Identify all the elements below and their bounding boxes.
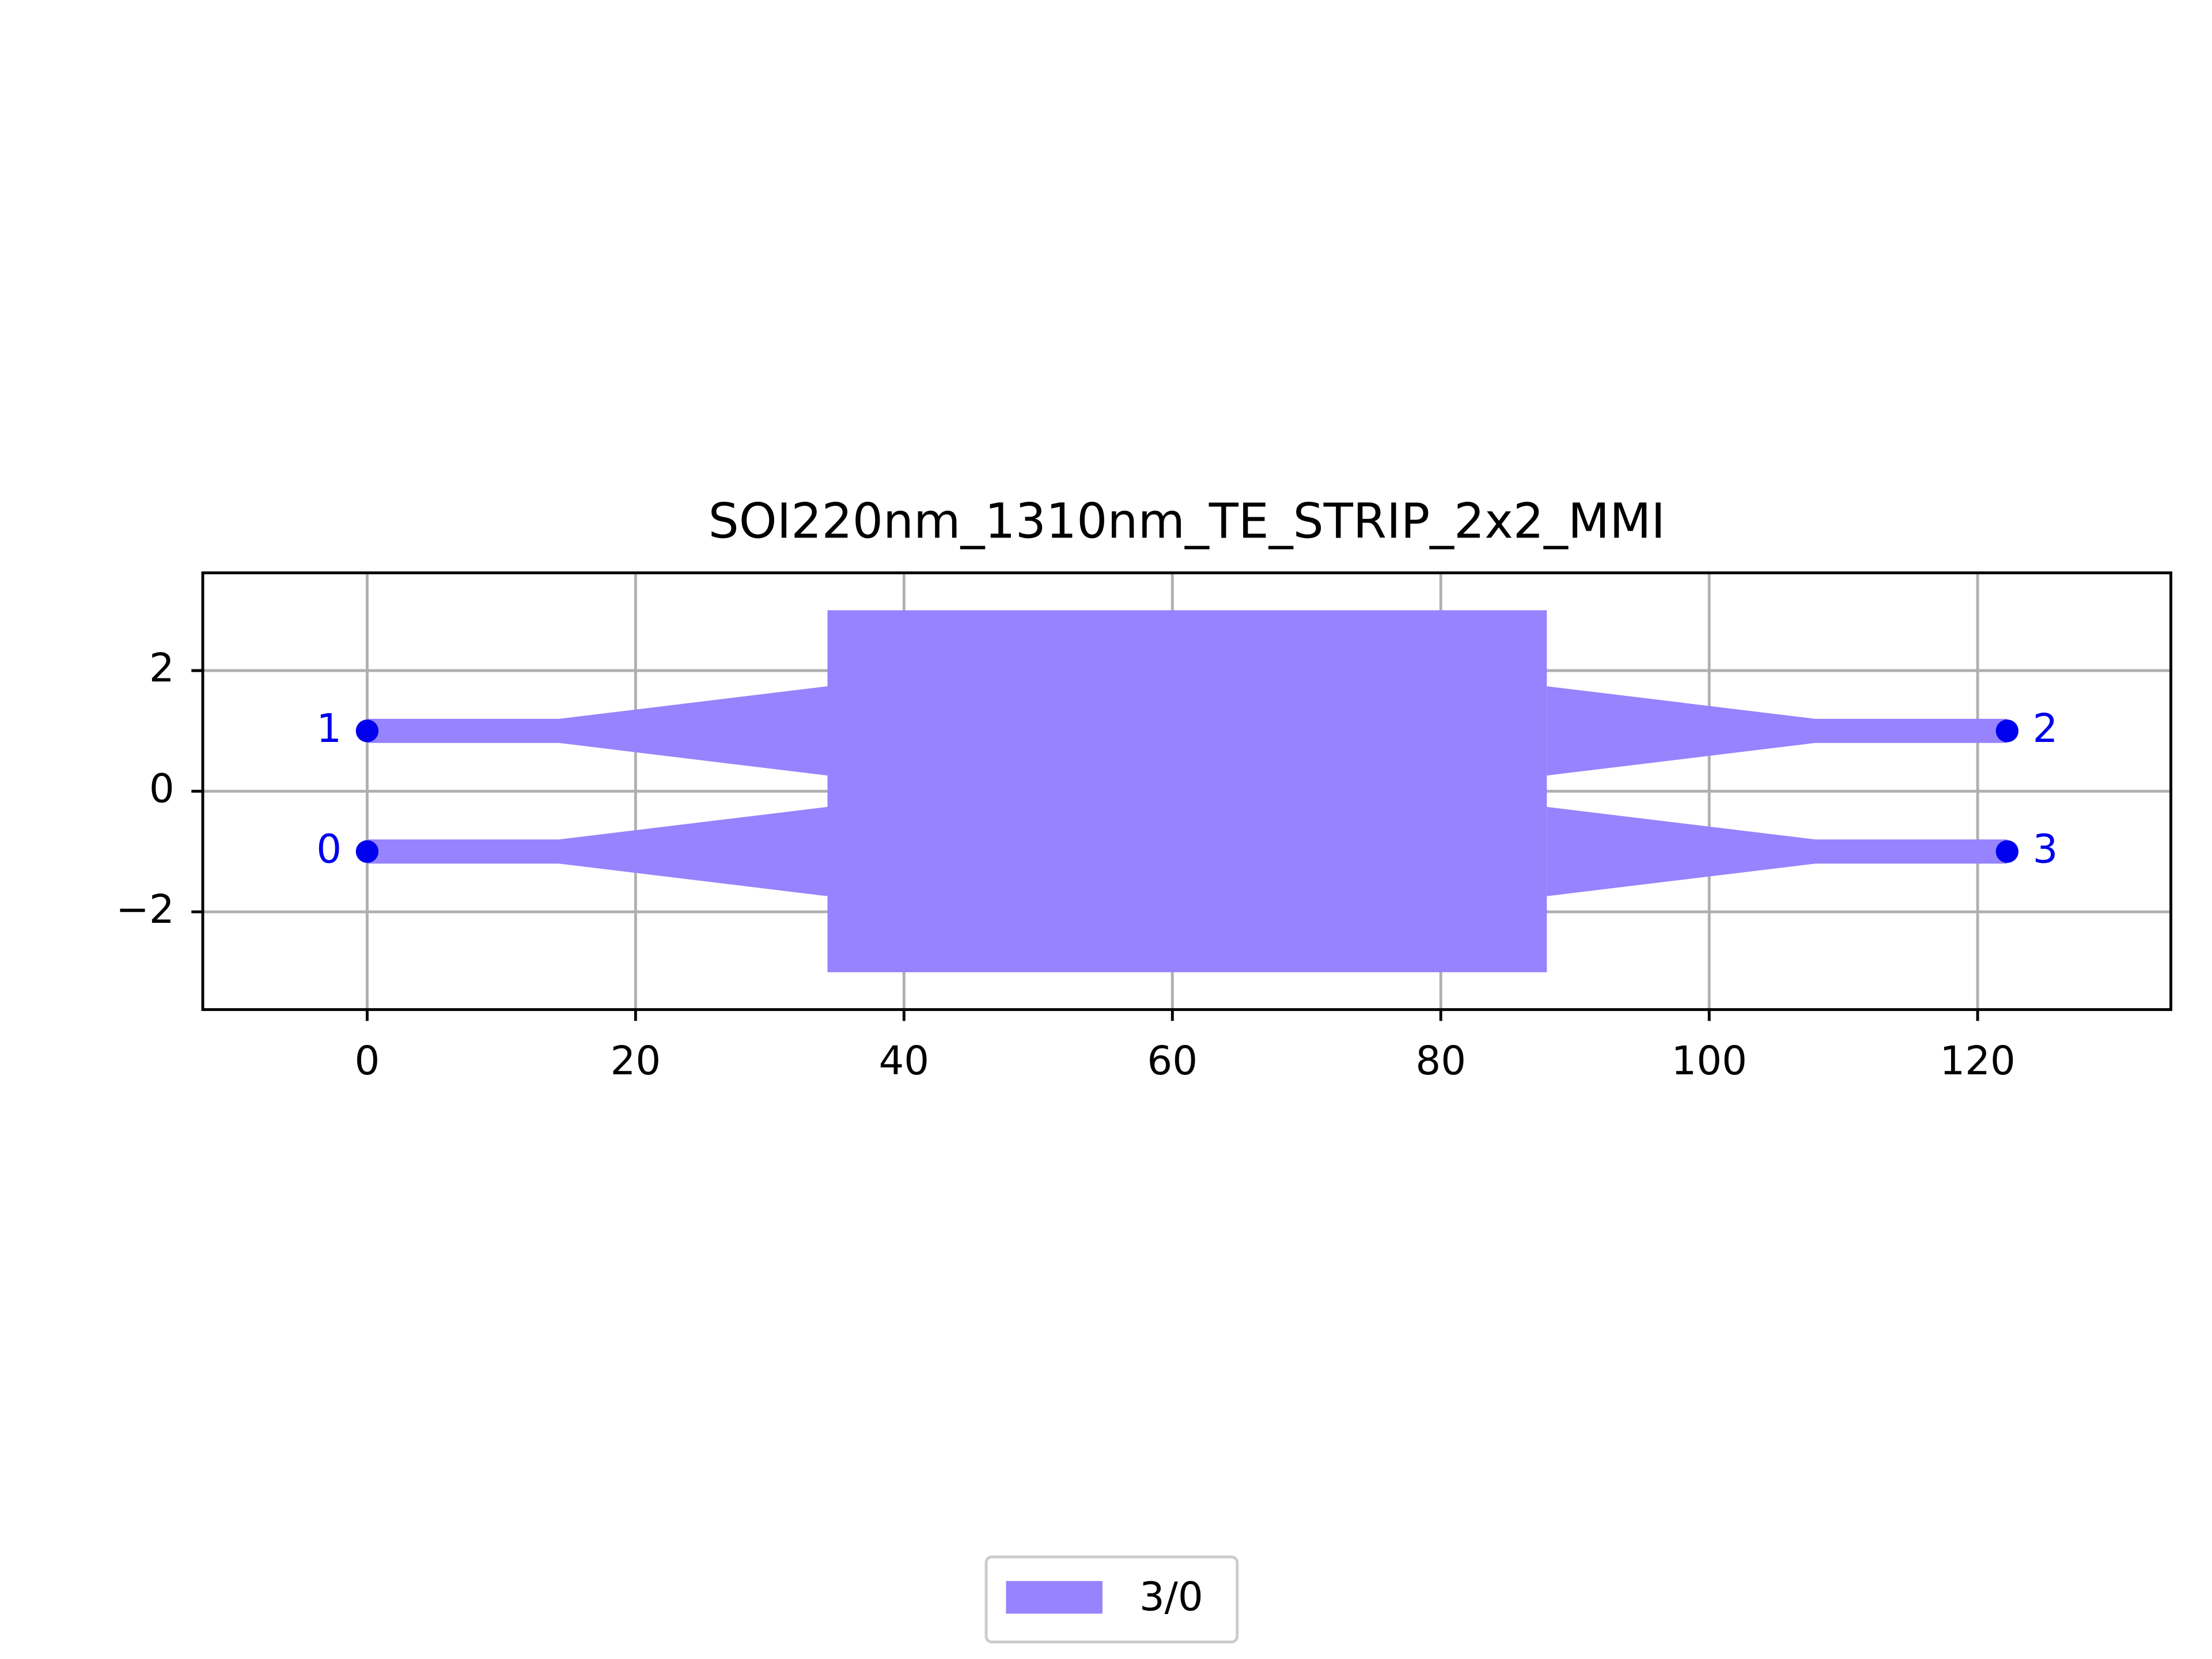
legend: 3/0 [984,1555,1239,1643]
x-tick-label: 0 [354,1038,380,1084]
x-tick-label: 80 [1415,1038,1466,1084]
legend-label: 3/0 [1139,1574,1203,1620]
x-tick-label: 120 [1940,1038,2016,1084]
shape [827,610,1547,972]
legend-box [984,1555,1239,1643]
legend-swatch [1006,1581,1103,1614]
port-label: 1 [316,706,342,752]
x-tick-label: 20 [611,1038,661,1084]
shape [1547,806,2008,896]
port-marker [1995,719,2019,743]
shape [367,806,828,896]
x-tick-label: 40 [878,1038,929,1084]
port-marker [355,840,379,863]
chart-title: SOI220nm_1310nm_TE_STRIP_2x2_MMI [709,493,1665,550]
port-label: 2 [2033,706,2058,752]
y-tick-label: 0 [149,766,175,812]
x-tick-label: 60 [1147,1038,1198,1084]
port-label: 0 [316,826,342,872]
shape [367,686,828,776]
port-marker [1995,840,2019,863]
x-tick-label: 100 [1671,1038,1747,1084]
port-marker [355,719,379,743]
shape [1547,686,2008,776]
y-tick-label: −2 [116,887,175,933]
port-label: 3 [2033,826,2058,872]
y-tick-label: 2 [149,645,175,691]
